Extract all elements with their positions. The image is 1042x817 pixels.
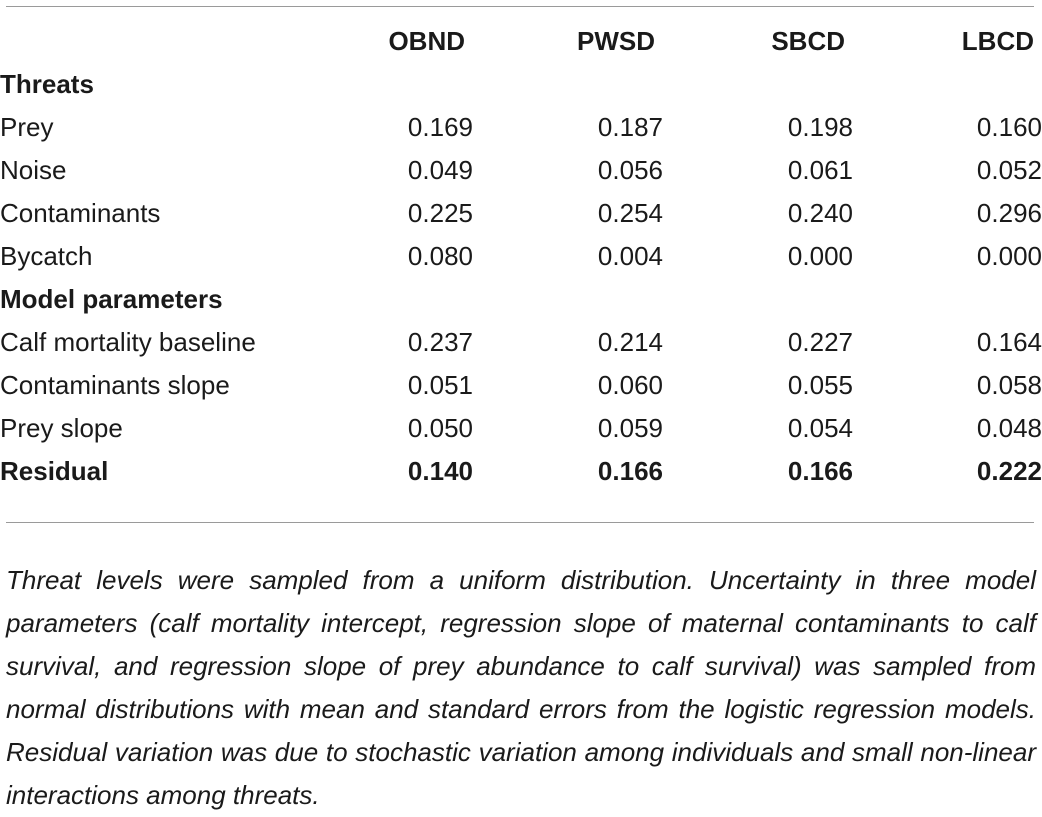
cell-value: 0.000 [976,241,1042,271]
cell-value: 0.056 [597,155,663,185]
cell-value: 0.198 [787,112,853,142]
table-top-rule [6,6,1034,7]
cell-value: 0.227 [787,327,853,357]
table-row: Contaminants 0.225 0.254 0.240 0.296 [0,192,1042,235]
row-label: Prey [0,112,54,142]
section-title: Threats [0,69,94,99]
table-row: Prey slope 0.050 0.059 0.054 0.048 [0,407,1042,450]
cell-value: 0.166 [787,456,853,486]
row-label: Bycatch [0,241,93,271]
row-label: Residual [0,456,109,486]
table-header-row: OBND PWSD SBCD LBCD [0,20,1042,63]
cell-value: 0.059 [597,413,663,443]
cell-value: 0.254 [597,198,663,228]
cell-value: 0.240 [787,198,853,228]
cell-value: 0.004 [597,241,663,271]
cell-value: 0.055 [787,370,853,400]
cell-value: 0.058 [976,370,1042,400]
table-row: Noise 0.049 0.056 0.061 0.052 [0,149,1042,192]
residual-row: Residual 0.140 0.166 0.166 0.222 [0,450,1042,493]
header-blank [0,20,318,63]
row-label: Prey slope [0,413,123,443]
cell-value: 0.222 [976,456,1042,486]
cell-value: 0.160 [976,112,1042,142]
section-title: Model parameters [0,284,223,314]
cell-value: 0.187 [597,112,663,142]
cell-value: 0.000 [787,241,853,271]
cell-value: 0.060 [597,370,663,400]
cell-value: 0.051 [407,370,473,400]
section-heading-model-parameters: Model parameters [0,278,1042,321]
cell-value: 0.054 [787,413,853,443]
cell-value: 0.080 [407,241,473,271]
row-label: Contaminants slope [0,370,230,400]
cell-value: 0.296 [976,198,1042,228]
table-row: Bycatch 0.080 0.004 0.000 0.000 [0,235,1042,278]
cell-value: 0.169 [407,112,473,142]
cell-value: 0.140 [407,456,473,486]
row-label: Calf mortality baseline [0,327,256,357]
cell-value: 0.061 [787,155,853,185]
row-label: Noise [0,155,67,185]
row-label: Contaminants [0,198,161,228]
cell-value: 0.048 [976,413,1042,443]
cell-value: 0.166 [597,456,663,486]
table-row: Calf mortality baseline 0.237 0.214 0.22… [0,321,1042,364]
table-footnote: Threat levels were sampled from a unifor… [6,565,1036,810]
cell-value: 0.164 [976,327,1042,357]
cell-value: 0.050 [407,413,473,443]
header-pwsd: PWSD [577,26,655,56]
table-bottom-rule [6,522,1034,523]
table-row: Contaminants slope 0.051 0.060 0.055 0.0… [0,364,1042,407]
header-obnd: OBND [388,26,465,56]
cell-value: 0.225 [407,198,473,228]
cell-value: 0.237 [407,327,473,357]
header-lbcd: LBCD [961,26,1034,56]
header-sbcd: SBCD [771,26,845,56]
cell-value: 0.049 [407,155,473,185]
cell-value: 0.052 [976,155,1042,185]
sensitivity-table: OBND PWSD SBCD LBCD Threats Prey 0.169 0… [0,20,1042,493]
cell-value: 0.214 [597,327,663,357]
section-heading-threats: Threats [0,63,1042,106]
table-row: Prey 0.169 0.187 0.198 0.160 [0,106,1042,149]
